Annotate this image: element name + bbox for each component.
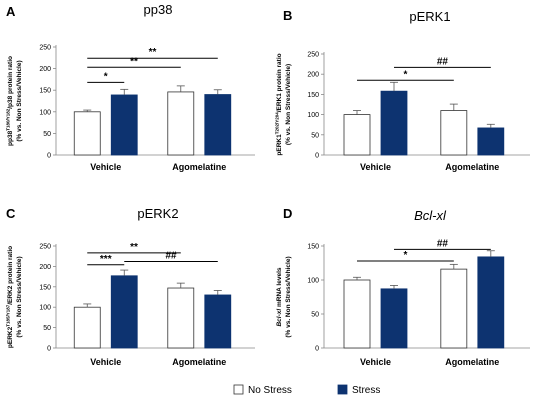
bar-no-stress-agomelatine: [440, 268, 468, 349]
legend-label: No Stress: [248, 385, 292, 396]
bar-stress-vehicle: [380, 90, 408, 156]
category-label: Vehicle: [90, 162, 121, 172]
legend-label: Stress: [352, 385, 380, 396]
y-axis-label: pERK1T202/Y204/ERK1 protein ratio: [275, 53, 284, 155]
category-label: Agomelatine: [172, 162, 226, 172]
bar-stress-agomelatine: [477, 256, 505, 349]
bar-stress-agomelatine: [204, 94, 232, 156]
significance-label: ##: [165, 251, 177, 262]
y-tick-label: 100: [39, 305, 51, 312]
y-tick-label: 150: [307, 244, 319, 251]
y-tick-label: 50: [311, 312, 319, 319]
y-tick-label: 50: [43, 131, 51, 138]
category-label: Vehicle: [90, 357, 121, 367]
significance-label: ##: [437, 238, 449, 249]
y-tick-label: 100: [39, 109, 51, 116]
y-axis-label-line2: (% vs. Non Stress/Vehicle): [285, 64, 292, 145]
significance-label: ##: [437, 56, 449, 67]
bar-no-stress-vehicle: [343, 279, 371, 349]
y-tick-label: 50: [43, 325, 51, 332]
legend: No Stress Stress: [233, 384, 380, 396]
bar-stress-vehicle: [110, 94, 138, 156]
y-tick-label: 250: [39, 244, 51, 251]
y-tick-label: 0: [315, 153, 319, 160]
y-tick-label: 0: [47, 153, 51, 160]
y-tick-label: 100: [307, 278, 319, 285]
bar-stress-agomelatine: [204, 294, 232, 349]
panel-letter: C: [6, 206, 16, 221]
bar-no-stress-vehicle: [343, 114, 371, 156]
y-tick-label: 0: [315, 346, 319, 353]
category-label: Agomelatine: [445, 357, 499, 367]
y-tick-label: 200: [39, 264, 51, 271]
bar-no-stress-vehicle: [73, 306, 101, 349]
category-label: Agomelatine: [445, 162, 499, 172]
panel-title: pERK1: [409, 9, 450, 24]
y-tick-label: 250: [307, 52, 319, 59]
category-label: Vehicle: [360, 357, 391, 367]
y-tick-label: 250: [39, 45, 51, 52]
panel-title: pp38: [144, 2, 173, 17]
significance-label: **: [149, 47, 157, 58]
y-tick-label: 100: [307, 112, 319, 119]
y-tick-label: 150: [307, 92, 319, 99]
category-label: Agomelatine: [172, 357, 226, 367]
bar-no-stress-agomelatine: [167, 91, 195, 156]
y-axis-label: Bcl-xl mRNA levels: [276, 267, 283, 326]
y-axis-label-line2: (% vs. Non Stress/Vehicle): [285, 256, 292, 337]
panel-letter: B: [283, 8, 292, 23]
panel-title: pERK2: [137, 206, 178, 221]
y-tick-label: 0: [47, 346, 51, 353]
panel-letter: A: [6, 4, 16, 19]
category-label: Vehicle: [360, 162, 391, 172]
bar-stress-agomelatine: [477, 127, 505, 156]
y-axis-label-line2: (% vs. Non Stress/Vehicle): [16, 60, 23, 141]
y-tick-label: 150: [39, 284, 51, 291]
significance-label: *: [403, 69, 407, 80]
bar-stress-vehicle: [110, 275, 138, 349]
significance-label: **: [130, 56, 138, 67]
y-axis-label-line2: (% vs. Non Stress/Vehicle): [16, 256, 23, 337]
panel-d: D Bcl-xl 0 50 100 150 Bcl-xl mRNA levels (% vs.…: [276, 206, 530, 367]
y-tick-label: 200: [39, 66, 51, 73]
legend-swatch-no-stress: [233, 384, 244, 395]
y-tick-label: 150: [39, 88, 51, 95]
significance-label: **: [130, 242, 138, 253]
y-tick-label: 50: [311, 132, 319, 139]
significance-label: *: [104, 71, 108, 82]
significance-label: *: [403, 250, 407, 261]
bar-no-stress-agomelatine: [167, 287, 195, 349]
y-tick-label: 200: [307, 72, 319, 79]
y-axis-label: pp38T180/Y182/p38 protein ratio: [6, 56, 15, 146]
bar-no-stress-agomelatine: [440, 110, 468, 156]
panel-title: Bcl-xl: [414, 208, 447, 223]
y-axis-label: pERK2T185/Y187/ERK2 protein ratio: [6, 246, 15, 348]
bar-no-stress-vehicle: [73, 111, 101, 156]
significance-label: ***: [100, 254, 112, 265]
panel-letter: D: [283, 206, 292, 221]
legend-swatch-stress: [337, 384, 348, 395]
bar-stress-vehicle: [380, 288, 408, 349]
